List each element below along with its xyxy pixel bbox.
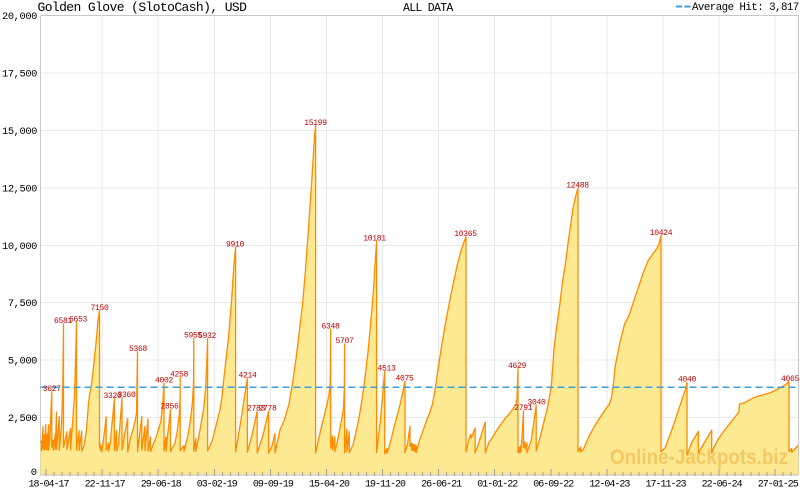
svg-text:6653: 6653 [69,316,88,325]
svg-text:12-04-23: 12-04-23 [589,480,630,491]
svg-text:3360: 3360 [117,391,136,400]
svg-text:22-06-24: 22-06-24 [702,480,743,491]
svg-text:4040: 4040 [678,376,697,385]
svg-text:27-01-25: 27-01-25 [758,480,799,491]
svg-text:06-09-22: 06-09-22 [533,480,574,491]
svg-text:Golden Glove (SlotoCash), USD: Golden Glove (SlotoCash), USD [38,0,248,15]
svg-text:12,500: 12,500 [2,183,37,195]
svg-text:5932: 5932 [198,332,217,341]
svg-text:3320: 3320 [103,392,122,401]
svg-text:18-04-17: 18-04-17 [28,480,69,491]
svg-text:4002: 4002 [155,376,174,385]
svg-text:2783: 2783 [247,404,266,413]
svg-text:3627: 3627 [43,385,62,394]
svg-text:01-01-22: 01-01-22 [477,480,518,491]
svg-text:10,000: 10,000 [2,241,37,253]
svg-text:15,000: 15,000 [2,126,37,138]
svg-text:10424: 10424 [650,229,673,238]
svg-text:2778: 2778 [258,405,277,414]
svg-text:6581: 6581 [54,317,73,326]
svg-text:29-06-18: 29-06-18 [141,480,182,491]
svg-text:3040: 3040 [527,399,546,408]
svg-text:4258: 4258 [170,371,189,380]
svg-text:10365: 10365 [454,230,477,239]
svg-text:09-09-19: 09-09-19 [253,480,294,491]
svg-text:17-11-23: 17-11-23 [645,480,686,491]
svg-text:2856: 2856 [160,403,179,412]
svg-text:20,000: 20,000 [2,11,37,23]
svg-text:15-04-20: 15-04-20 [309,480,350,491]
svg-text:7150: 7150 [90,304,109,313]
svg-text:5368: 5368 [129,345,148,354]
svg-text:4075: 4075 [395,375,414,384]
svg-text:22-11-17: 22-11-17 [85,480,126,491]
svg-text:5707: 5707 [335,337,354,346]
svg-text:2791: 2791 [514,404,533,413]
svg-text:19-11-20: 19-11-20 [365,480,406,491]
svg-text:Average Hit: 3,817: Average Hit: 3,817 [692,2,799,14]
svg-text:4513: 4513 [377,365,396,374]
svg-text:10181: 10181 [363,234,386,243]
svg-text:7,500: 7,500 [8,298,37,310]
svg-text:4214: 4214 [238,372,257,381]
svg-text:26-06-21: 26-06-21 [421,480,462,491]
svg-text:2,500: 2,500 [8,413,37,425]
svg-text:ALL DATA: ALL DATA [403,2,453,15]
svg-text:0: 0 [31,467,37,479]
svg-text:4065: 4065 [781,375,800,384]
svg-text:9910: 9910 [226,241,245,250]
svg-text:5,000: 5,000 [8,356,37,368]
svg-text:5955: 5955 [184,332,203,341]
svg-text:15199: 15199 [304,119,327,128]
svg-text:4629: 4629 [508,362,527,371]
svg-text:03-02-19: 03-02-19 [197,480,238,491]
svg-text:6348: 6348 [321,323,340,332]
svg-text:17,500: 17,500 [2,68,37,80]
svg-text:12488: 12488 [566,181,589,190]
